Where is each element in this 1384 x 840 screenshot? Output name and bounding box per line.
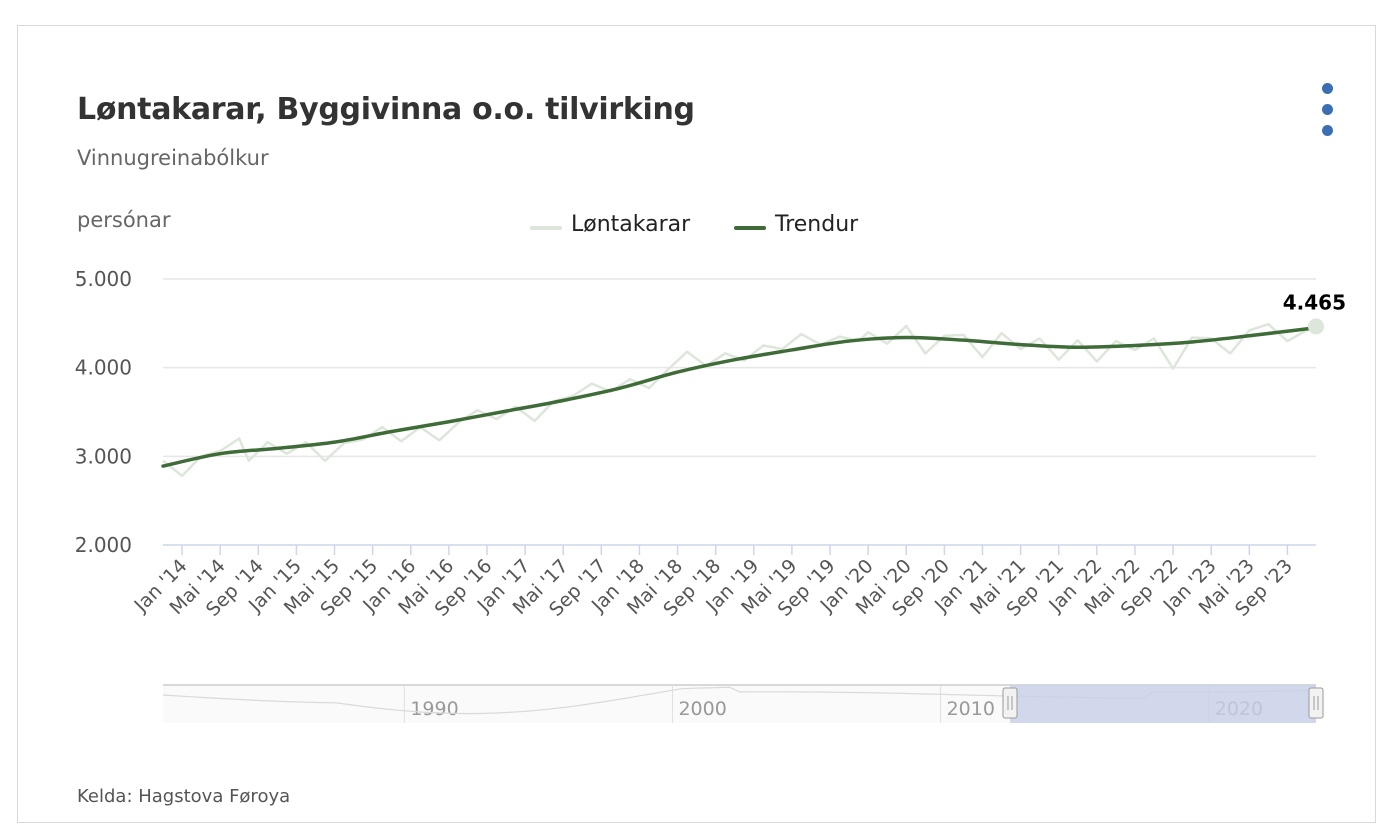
handle-grip [1308, 687, 1324, 719]
legend-label: Trendur [775, 212, 859, 237]
navigator-selection [1010, 685, 1316, 723]
y-tick-label: 3.000 [75, 444, 132, 468]
legend-swatch-trend [734, 226, 766, 230]
y-tick-label: 2.000 [75, 533, 132, 557]
chart-title: Løntakarar, Byggivinna o.o. tilvirking [77, 92, 695, 127]
chart-menu-button[interactable] [1314, 80, 1342, 142]
y-tick-label: 4.000 [75, 356, 132, 380]
navigator-tick-label: 2000 [678, 698, 726, 720]
navigator-handle-left[interactable] [1002, 687, 1018, 719]
last-value-label: 4.465 [1283, 290, 1346, 314]
y-axis-unit-label: persónar [77, 208, 171, 232]
menu-dot-icon [1322, 83, 1333, 94]
handle-grip [1002, 687, 1018, 719]
navigator-handle-right[interactable] [1308, 687, 1324, 719]
menu-dot-icon [1322, 125, 1333, 136]
series-line-trendur [161, 326, 1318, 468]
navigator-tick-label: 2010 [947, 698, 995, 720]
y-tick-label: 5.000 [75, 267, 132, 291]
menu-dot-icon [1322, 104, 1333, 115]
last-point-marker [1308, 318, 1324, 335]
legend-swatch-raw [530, 226, 562, 230]
navigator-tick-label: 1990 [410, 698, 458, 720]
source-credit: Kelda: Hagstova Føroya [77, 786, 291, 807]
legend-label: Løntakarar [571, 212, 691, 237]
series-line-lontakarar [162, 322, 1317, 478]
chart-subtitle: Vinnugreinabólkur [77, 146, 269, 170]
